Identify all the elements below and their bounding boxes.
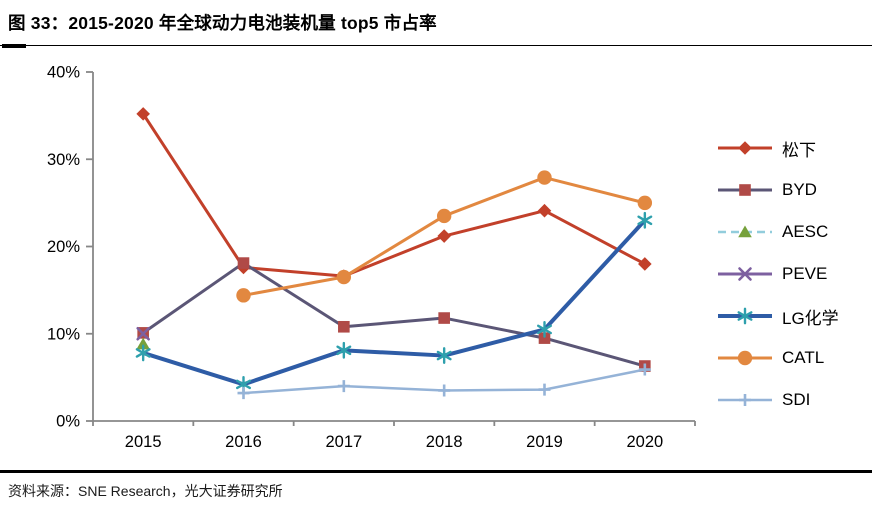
legend-label: LG化学 xyxy=(782,308,839,328)
svg-text:0%: 0% xyxy=(56,413,80,431)
svg-text:40%: 40% xyxy=(47,64,80,82)
footer-rule xyxy=(0,470,872,473)
legend-label: PEVE xyxy=(782,264,828,283)
legend-item: BYD xyxy=(716,169,872,211)
svg-text:20%: 20% xyxy=(47,238,80,256)
legend-label: BYD xyxy=(782,180,817,199)
svg-text:2018: 2018 xyxy=(426,433,463,451)
svg-text:2017: 2017 xyxy=(325,433,362,451)
legend-label: SDI xyxy=(782,390,811,409)
legend-marker-icon xyxy=(718,184,772,196)
legend-marker-icon xyxy=(718,267,772,281)
chart-legend: 松下 BYD AESC PEVE LG化学 CATL SDI xyxy=(716,127,872,421)
legend-item: 松下 xyxy=(716,127,872,169)
source-note: 资料来源：SNE Research，光大证券研究所 xyxy=(8,483,283,499)
legend-marker-icon xyxy=(718,225,772,238)
svg-text:30%: 30% xyxy=(47,151,80,169)
legend-marker-icon xyxy=(718,394,772,406)
legend-label: AESC xyxy=(782,222,829,241)
svg-text:10%: 10% xyxy=(47,325,80,343)
svg-text:2016: 2016 xyxy=(225,433,262,451)
chart-canvas: 0% 10% 20% 30% 40% 2015 2016 2017 2018 2019 2020 xyxy=(47,64,696,451)
legend-item: LG化学 xyxy=(716,295,872,337)
legend-item: CATL xyxy=(716,337,872,379)
legend-marker-icon xyxy=(718,350,772,366)
svg-text:2015: 2015 xyxy=(125,433,162,451)
legend-item: PEVE xyxy=(716,253,872,295)
figure-title: 图 33：2015-2020 年全球动力电池装机量 top5 市占率 xyxy=(8,13,437,33)
legend-item: AESC xyxy=(716,211,872,253)
svg-text:2020: 2020 xyxy=(626,433,663,451)
legend-label: CATL xyxy=(782,348,825,367)
legend-label: 松下 xyxy=(782,140,816,160)
legend-marker-icon xyxy=(718,141,772,155)
legend-marker-icon xyxy=(718,307,772,325)
svg-text:2019: 2019 xyxy=(526,433,563,451)
legend-item: SDI xyxy=(716,379,872,421)
title-rule xyxy=(0,45,872,47)
